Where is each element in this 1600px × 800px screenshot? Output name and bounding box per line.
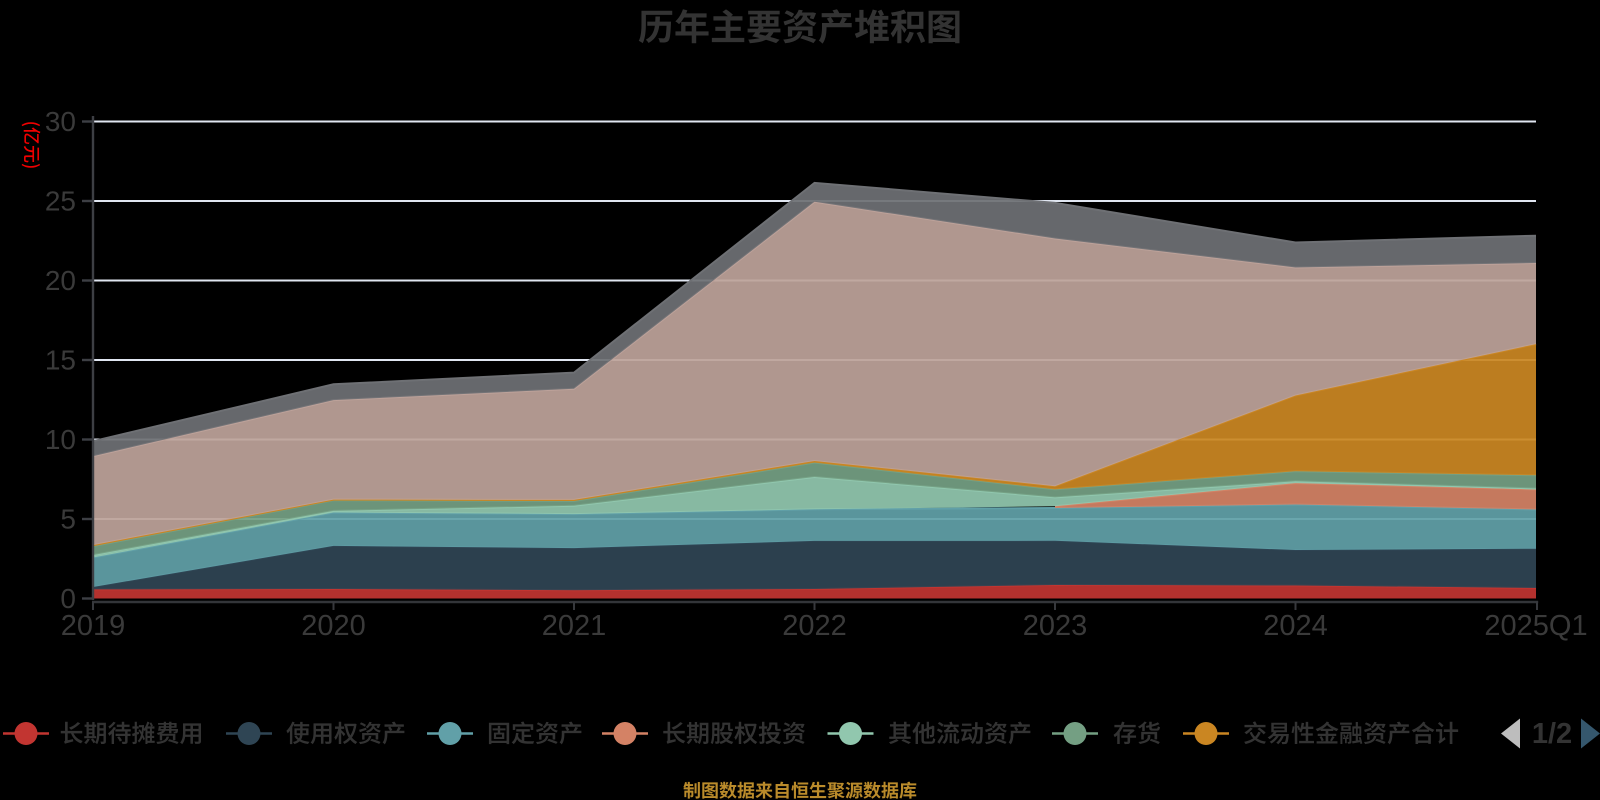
svg-text:25: 25: [45, 186, 76, 217]
svg-text:2025Q1: 2025Q1: [1484, 610, 1587, 642]
svg-text:2021: 2021: [542, 610, 607, 642]
svg-text:1/2: 1/2: [1532, 718, 1572, 750]
svg-text:0: 0: [60, 583, 76, 614]
svg-text:2022: 2022: [782, 610, 847, 642]
svg-text:20: 20: [45, 265, 76, 296]
svg-text:10: 10: [45, 424, 76, 455]
svg-text:5: 5: [60, 504, 76, 535]
svg-text:30: 30: [45, 106, 76, 137]
svg-text:15: 15: [45, 345, 76, 376]
svg-text:2020: 2020: [301, 610, 366, 642]
svg-text:2024: 2024: [1263, 610, 1328, 642]
svg-text:2019: 2019: [61, 610, 126, 642]
svg-text:2023: 2023: [1023, 610, 1088, 642]
